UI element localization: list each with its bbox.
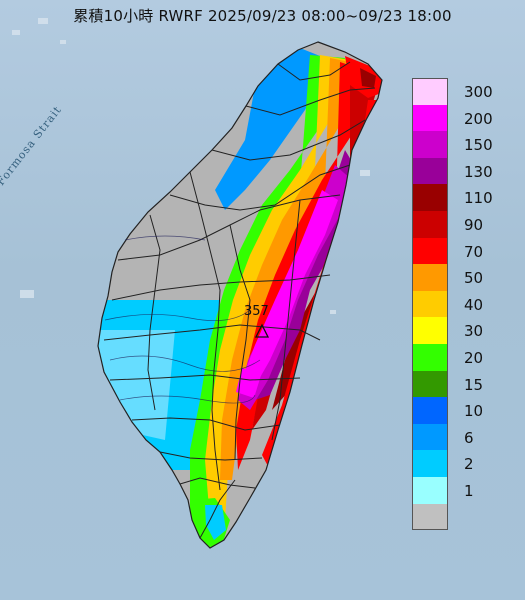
legend-swatch <box>412 503 448 531</box>
legend-item: 30 <box>412 317 522 344</box>
legend-label: 130 <box>464 162 493 181</box>
legend-label: 300 <box>464 83 493 101</box>
legend-label: 110 <box>464 189 493 208</box>
legend-swatch <box>412 131 448 158</box>
legend-item: 50 <box>412 264 522 291</box>
legend-label: 50 <box>464 269 484 288</box>
legend-label: 30 <box>464 322 484 341</box>
legend-label: 70 <box>464 242 484 261</box>
max-station-triangle-icon[interactable] <box>254 323 270 338</box>
legend-swatch <box>412 343 448 371</box>
legend-swatch <box>412 210 448 238</box>
legend-swatch <box>412 184 448 211</box>
legend-swatch <box>412 104 448 132</box>
legend-swatch <box>412 264 448 291</box>
legend-item <box>412 503 522 531</box>
legend-item: 110 <box>412 184 522 211</box>
legend-label: 1 <box>464 481 474 500</box>
legend-label: 90 <box>464 215 484 234</box>
legend-item: 10 <box>412 397 522 424</box>
legend: 300 200 150 130 110 90 70 50 40 30 20 15 10 6 2 1 <box>412 78 522 531</box>
legend-item: 70 <box>412 237 522 265</box>
legend-item: 20 <box>412 343 522 371</box>
legend-swatch <box>412 450 448 477</box>
legend-label: 2 <box>464 455 474 474</box>
legend-item: 6 <box>412 423 522 451</box>
legend-label: 150 <box>464 136 493 155</box>
legend-label: 20 <box>464 348 484 367</box>
legend-swatch <box>412 317 448 344</box>
legend-label: 200 <box>464 109 493 128</box>
rivers <box>104 235 261 404</box>
legend-label: 40 <box>464 295 484 314</box>
county-boundaries <box>97 41 383 549</box>
legend-swatch <box>412 157 448 185</box>
legend-item: 2 <box>412 450 522 477</box>
legend-swatch <box>412 397 448 424</box>
legend-swatch <box>412 78 448 105</box>
legend-label: 10 <box>464 402 484 421</box>
legend-swatch <box>412 370 448 398</box>
legend-item: 1 <box>412 476 522 504</box>
map-title: 累積10小時 RWRF 2025/09/23 08:00~09/23 18:00 <box>73 7 452 25</box>
legend-item: 90 <box>412 210 522 238</box>
legend-swatch <box>412 290 448 318</box>
max-station-value: 357 <box>244 304 269 319</box>
legend-item: 40 <box>412 290 522 318</box>
legend-item: 130 <box>412 157 522 185</box>
legend-swatch <box>412 423 448 451</box>
legend-item: 200 <box>412 104 522 132</box>
legend-item: 300 <box>412 78 522 105</box>
legend-label: 6 <box>464 428 474 447</box>
legend-item: 150 <box>412 131 522 158</box>
legend-item: 15 <box>412 370 522 398</box>
legend-label: 15 <box>464 375 484 394</box>
legend-swatch <box>412 476 448 504</box>
legend-swatch <box>412 237 448 265</box>
